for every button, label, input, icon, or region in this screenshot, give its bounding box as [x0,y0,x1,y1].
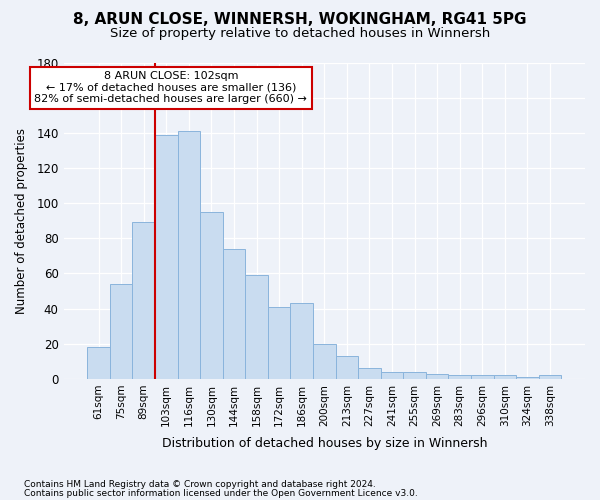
Text: Contains HM Land Registry data © Crown copyright and database right 2024.: Contains HM Land Registry data © Crown c… [24,480,376,489]
Bar [245,275,268,379]
Bar [448,376,471,379]
Bar [426,374,448,379]
Bar [335,356,358,379]
Bar [133,222,155,379]
Bar [471,376,494,379]
Bar [87,348,110,379]
Bar [381,372,403,379]
Bar [516,377,539,379]
Bar [358,368,381,379]
Text: Size of property relative to detached houses in Winnersh: Size of property relative to detached ho… [110,28,490,40]
Bar [110,284,133,379]
X-axis label: Distribution of detached houses by size in Winnersh: Distribution of detached houses by size … [161,437,487,450]
Y-axis label: Number of detached properties: Number of detached properties [15,128,28,314]
Text: 8 ARUN CLOSE: 102sqm
← 17% of detached houses are smaller (136)
82% of semi-deta: 8 ARUN CLOSE: 102sqm ← 17% of detached h… [34,72,307,104]
Bar [200,212,223,379]
Bar [403,372,426,379]
Bar [539,376,561,379]
Text: Contains public sector information licensed under the Open Government Licence v3: Contains public sector information licen… [24,488,418,498]
Bar [178,131,200,379]
Text: 8, ARUN CLOSE, WINNERSH, WOKINGHAM, RG41 5PG: 8, ARUN CLOSE, WINNERSH, WOKINGHAM, RG41… [73,12,527,28]
Bar [313,344,335,379]
Bar [290,304,313,379]
Bar [155,134,178,379]
Bar [223,249,245,379]
Bar [494,376,516,379]
Bar [268,307,290,379]
